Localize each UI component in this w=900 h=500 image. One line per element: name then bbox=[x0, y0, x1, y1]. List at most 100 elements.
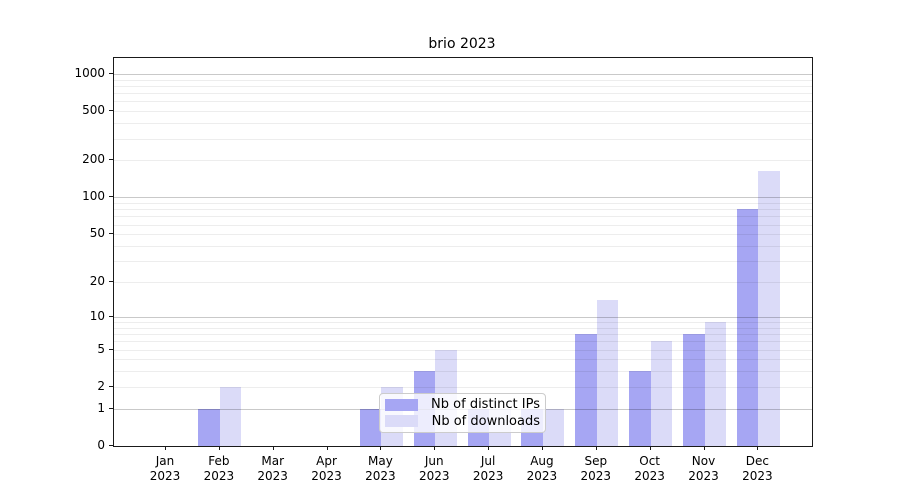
y-tick-label: 0 bbox=[97, 438, 105, 452]
gridline-major bbox=[114, 73, 812, 75]
x-tick-year: 2023 bbox=[688, 469, 719, 483]
y-tick-label: 5 bbox=[97, 341, 105, 356]
gridline-minor bbox=[114, 216, 812, 218]
gridline-minor bbox=[114, 123, 812, 125]
gridline-minor bbox=[114, 85, 812, 87]
x-tick-label-jan: Jan 2023 bbox=[135, 454, 195, 484]
x-tick-year: 2023 bbox=[472, 469, 504, 483]
y-tick-mark bbox=[109, 385, 113, 387]
bar-nb-of-distinct-ips-dec bbox=[736, 209, 759, 446]
bar-nb-of-distinct-ips-sep bbox=[575, 334, 597, 446]
bar-nb-of-downloads-dec bbox=[758, 170, 780, 446]
bar-nb-of-downloads-sep bbox=[596, 300, 619, 446]
gridline-minor bbox=[114, 359, 812, 361]
x-tick-month: Apr bbox=[316, 454, 337, 468]
x-tick-month: Aug bbox=[530, 454, 554, 468]
gridline-minor bbox=[114, 160, 812, 162]
x-tick-year: 2023 bbox=[418, 469, 450, 483]
x-tick-year: 2023 bbox=[311, 469, 342, 483]
y-tick-mark bbox=[109, 110, 113, 112]
x-tick-year: 2023 bbox=[526, 469, 558, 483]
x-tick-mark bbox=[649, 446, 651, 450]
gridline-minor bbox=[114, 111, 812, 113]
gridline-minor bbox=[114, 101, 812, 103]
x-tick-year: 2023 bbox=[365, 469, 396, 483]
bar-nb-of-distinct-ips-nov bbox=[683, 334, 705, 446]
gridline-minor bbox=[114, 234, 812, 236]
x-tick-year: 2023 bbox=[149, 469, 181, 483]
gridline-minor bbox=[114, 327, 812, 329]
gridline-minor bbox=[114, 371, 812, 373]
y-tick-mark bbox=[109, 445, 113, 446]
bar-nb-of-downloads-feb bbox=[219, 386, 242, 446]
y-tick-mark bbox=[109, 348, 113, 350]
x-tick-year: 2023 bbox=[257, 469, 288, 483]
gridline-minor bbox=[114, 246, 812, 247]
x-tick-year: 2023 bbox=[742, 469, 773, 483]
x-tick-label-nov: Nov 2023 bbox=[674, 454, 734, 484]
x-tick-label-may: May 2023 bbox=[350, 454, 410, 484]
y-tick-mark bbox=[109, 233, 113, 235]
legend-label-distinct-ips: Nb of distinct IPs bbox=[431, 397, 540, 413]
x-tick-mark bbox=[541, 446, 543, 450]
bar-nb-of-distinct-ips-may bbox=[359, 408, 382, 446]
y-tick-mark bbox=[109, 281, 113, 283]
chart-title: brio 2023 bbox=[428, 36, 496, 52]
gridline-minor bbox=[114, 138, 812, 140]
y-tick-label: 200 bbox=[82, 152, 105, 167]
gridline-minor bbox=[114, 261, 812, 263]
x-tick-month: Mar bbox=[261, 454, 284, 468]
gridline-minor bbox=[114, 334, 812, 336]
gridline-minor bbox=[114, 93, 812, 95]
gridline-minor bbox=[114, 224, 812, 226]
x-tick-label-aug: Aug 2023 bbox=[512, 454, 572, 484]
y-tick-label: 10 bbox=[89, 308, 105, 323]
y-tick-label: 20 bbox=[89, 274, 105, 289]
x-tick-month: Jan bbox=[155, 454, 175, 468]
y-tick-label: 100 bbox=[82, 189, 105, 204]
x-tick-label-apr: Apr 2023 bbox=[297, 454, 357, 484]
y-tick-label: 2 bbox=[97, 378, 105, 393]
x-tick-year: 2023 bbox=[580, 469, 612, 483]
legend-label-downloads: Nb of downloads bbox=[431, 413, 540, 429]
bar-nb-of-downloads-oct bbox=[650, 341, 673, 446]
gridline-minor bbox=[114, 322, 812, 323]
plot-area bbox=[113, 57, 813, 447]
x-tick-mark bbox=[434, 446, 436, 450]
gridline-minor bbox=[114, 209, 812, 211]
legend-swatch-distinct-ips bbox=[385, 398, 418, 411]
x-tick-month: Sep bbox=[584, 454, 608, 468]
x-tick-label-dec: Dec 2023 bbox=[727, 454, 787, 484]
x-tick-month: Feb bbox=[208, 454, 230, 468]
legend-swatch-downloads bbox=[385, 415, 418, 428]
x-tick-mark bbox=[165, 446, 166, 450]
x-tick-month: Jul bbox=[480, 454, 496, 468]
y-tick-label: 1 bbox=[97, 400, 105, 415]
gridline-major bbox=[114, 197, 812, 199]
x-tick-year: 2023 bbox=[634, 469, 665, 483]
x-tick-mark bbox=[757, 446, 759, 450]
gridline-minor bbox=[114, 341, 812, 343]
x-tick-mark bbox=[326, 446, 328, 450]
y-tick-mark bbox=[109, 159, 113, 161]
x-tick-month: Oct bbox=[639, 454, 661, 468]
bar-nb-of-downloads-nov bbox=[704, 322, 726, 446]
x-tick-month: May bbox=[367, 454, 393, 468]
bar-nb-of-downloads-aug bbox=[542, 408, 565, 446]
x-tick-label-mar: Mar 2023 bbox=[243, 454, 303, 484]
y-tick-mark bbox=[109, 315, 113, 317]
x-tick-year: 2023 bbox=[203, 469, 235, 483]
x-tick-mark bbox=[218, 446, 220, 450]
x-tick-month: Jun bbox=[424, 454, 444, 468]
x-tick-label-oct: Oct 2023 bbox=[620, 454, 680, 484]
x-tick-mark bbox=[272, 446, 274, 450]
x-tick-label-sep: Sep 2023 bbox=[566, 454, 626, 484]
x-tick-mark bbox=[380, 446, 382, 450]
y-tick-mark bbox=[109, 72, 113, 74]
legend: Nb of distinct IPs Nb of downloads bbox=[379, 393, 546, 433]
legend-item-distinct-ips: Nb of distinct IPs bbox=[385, 397, 540, 412]
bar-nb-of-distinct-ips-feb bbox=[198, 408, 220, 446]
gridline-minor bbox=[114, 282, 812, 284]
x-tick-mark bbox=[703, 446, 705, 450]
x-tick-label-feb: Feb 2023 bbox=[189, 454, 249, 484]
